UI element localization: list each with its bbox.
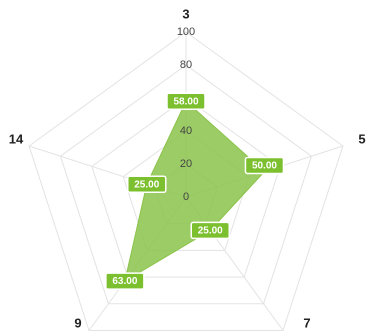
data-label-value: 63.00 [112, 276, 137, 287]
data-label: 25.00 [190, 221, 230, 240]
category-label: 3 [182, 6, 189, 21]
data-label-value: 58.00 [173, 96, 198, 107]
grid-ring [28, 31, 344, 331]
data-label-box [166, 92, 206, 111]
data-label: 25.00 [127, 175, 167, 194]
radial-tick-label: 20 [180, 158, 192, 170]
data-label-value: 25.00 [198, 226, 223, 237]
radial-tick-label: 0 [183, 191, 189, 203]
data-label: 63.00 [105, 272, 145, 290]
data-label: 50.00 [244, 156, 285, 175]
data-label-box [190, 221, 230, 240]
category-label: 9 [74, 315, 81, 330]
radial-tick-label: 100 [177, 26, 195, 38]
radial-tick-label: 40 [180, 125, 192, 137]
data-label-value: 25.00 [134, 179, 159, 190]
data-label-box [127, 175, 167, 194]
data-label-value: 50.00 [252, 161, 277, 172]
data-label-box [105, 272, 145, 290]
category-label: 7 [303, 315, 310, 330]
data-label-layer: 58.00 50.00 25.00 63.00 25.00 [105, 92, 285, 290]
grid-ring [59, 64, 313, 305]
category-label: 14 [9, 131, 24, 146]
grid-ring [91, 97, 281, 278]
radial-tick-label: 80 [180, 59, 192, 71]
category-label: 5 [358, 131, 365, 146]
category-label-layer: 3 5 7 9 14 [9, 6, 366, 330]
data-label: 58.00 [166, 92, 206, 111]
data-label-box [244, 156, 285, 175]
